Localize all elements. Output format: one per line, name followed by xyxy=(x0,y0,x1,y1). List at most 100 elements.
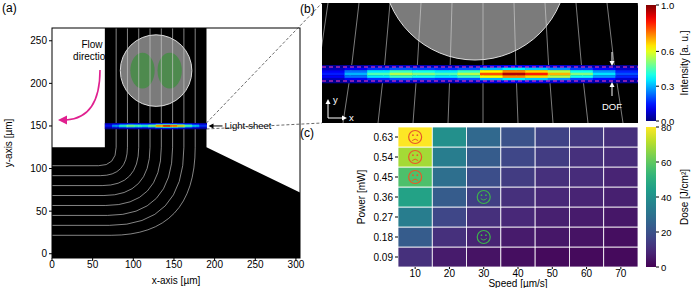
light-sheet-cell xyxy=(141,125,149,126)
light-sheet-cell xyxy=(199,125,207,126)
light-sheet-cell xyxy=(134,126,142,127)
x-axis-label: x-axis [µm] xyxy=(152,275,201,286)
colorbar-tick xyxy=(656,232,659,233)
light-sheet-cell xyxy=(134,124,142,125)
light-sheet-cell xyxy=(412,73,435,76)
light-sheet-cell xyxy=(163,124,171,125)
y-tick-label: 0.63 xyxy=(374,132,394,143)
y-tick-label: 0.27 xyxy=(374,212,394,223)
light-sheet-cell xyxy=(322,68,345,71)
light-sheet-cell xyxy=(525,70,548,73)
face-outline xyxy=(477,191,490,204)
light-sheet-cell xyxy=(177,124,185,125)
light-sheet-cell xyxy=(192,126,200,127)
face-eye xyxy=(481,234,483,236)
colorbar-tick-label: 0 xyxy=(661,262,666,273)
light-sheet-cell xyxy=(105,125,113,126)
face-eye xyxy=(416,134,418,136)
light-sheet-cell xyxy=(192,126,200,127)
y-tick xyxy=(395,237,398,238)
y-tick-label: 50 xyxy=(36,206,48,217)
y-arrow-label: y xyxy=(333,94,338,105)
light-sheet-cell xyxy=(192,125,200,126)
colorbar-label: Intensity [a. u.] xyxy=(679,30,690,95)
y-tick xyxy=(49,211,52,212)
light-sheet-cell xyxy=(119,126,127,127)
light-sheet-cell xyxy=(435,70,458,73)
dof-label: DOF xyxy=(602,101,622,112)
x-tick-label: 50 xyxy=(87,259,99,270)
light-sheet-cell xyxy=(105,126,113,127)
colorbar-tick-label: 60 xyxy=(661,157,672,168)
heatmap-cell xyxy=(501,187,535,207)
light-sheet-cell xyxy=(570,78,593,81)
light-sheet-cell xyxy=(435,65,458,68)
light-sheet-cell xyxy=(503,68,526,71)
face-outline xyxy=(409,131,422,144)
light-sheet-cell xyxy=(199,124,207,125)
light-sheet-cell xyxy=(141,124,149,125)
x-axis-label: Speed [µm/s] xyxy=(488,278,547,288)
light-sheet-cell xyxy=(192,127,200,128)
light-sheet-cell xyxy=(412,68,435,71)
cell-body xyxy=(120,35,192,107)
heatmap-cell xyxy=(501,247,535,267)
light-sheet-cell xyxy=(322,75,345,78)
light-sheet-cell xyxy=(615,78,638,81)
light-sheet-cell xyxy=(367,68,390,71)
light-sheet-cell xyxy=(322,73,345,76)
light-sheet-cell xyxy=(570,70,593,73)
light-sheet-cell xyxy=(593,68,616,71)
face-eye xyxy=(412,134,414,136)
light-sheet-cell xyxy=(141,126,149,127)
streamline xyxy=(576,3,588,123)
y-tick-label: 100 xyxy=(30,163,47,174)
x-tick-label: 70 xyxy=(615,268,627,279)
light-sheet-cell xyxy=(127,126,135,127)
x-tick-label: 300 xyxy=(288,259,305,270)
heatmap-cell xyxy=(398,187,432,207)
light-sheet-cell xyxy=(134,123,142,124)
light-sheet-cell xyxy=(390,68,413,71)
light-sheet-cell xyxy=(503,75,526,78)
heatmap-cell xyxy=(432,167,466,187)
light-sheet-cell xyxy=(199,127,207,128)
light-sheet-cell xyxy=(141,123,149,124)
nucleus xyxy=(130,53,154,89)
light-sheet-cell xyxy=(148,127,156,128)
heatmap-cell xyxy=(432,247,466,267)
x-tick-label: 250 xyxy=(247,259,264,270)
y-tick xyxy=(49,253,52,254)
light-sheet-cell xyxy=(185,128,193,129)
light-sheet-cell xyxy=(367,73,390,76)
light-sheet-cell xyxy=(185,127,193,128)
light-sheet-cell xyxy=(156,126,164,127)
light-sheet-cell xyxy=(593,70,616,73)
light-sheet-cell xyxy=(570,73,593,76)
heatmap-cell xyxy=(398,207,432,227)
light-sheet-cell xyxy=(119,124,127,125)
heatmap-cell xyxy=(467,227,501,247)
colorbar-tick-label: 40 xyxy=(661,192,672,203)
heatmap-cell xyxy=(467,187,501,207)
light-sheet-cell xyxy=(119,126,127,127)
dof-arrowhead xyxy=(610,82,615,87)
colorbar-tick xyxy=(656,267,659,268)
light-sheet-cell xyxy=(170,126,178,127)
light-sheet-cell xyxy=(480,70,503,73)
light-sheet-cell xyxy=(112,124,120,125)
light-sheet-cell xyxy=(156,125,164,126)
light-sheet-cell xyxy=(412,78,435,81)
heatmap-cell xyxy=(398,147,432,167)
light-sheet-cell xyxy=(112,126,120,127)
light-sheet-cell xyxy=(148,128,156,129)
heatmap-cell xyxy=(501,127,535,147)
y-arrowhead xyxy=(326,99,331,104)
face-mouth xyxy=(412,139,418,141)
flow-label: Flowdirection xyxy=(73,39,111,62)
light-sheet-cell xyxy=(105,127,113,128)
colorbar-tick-label: 0.6 xyxy=(661,46,674,57)
heatmap-cell xyxy=(467,127,501,147)
colorbar-tick xyxy=(656,127,659,128)
heatmap xyxy=(398,127,638,267)
